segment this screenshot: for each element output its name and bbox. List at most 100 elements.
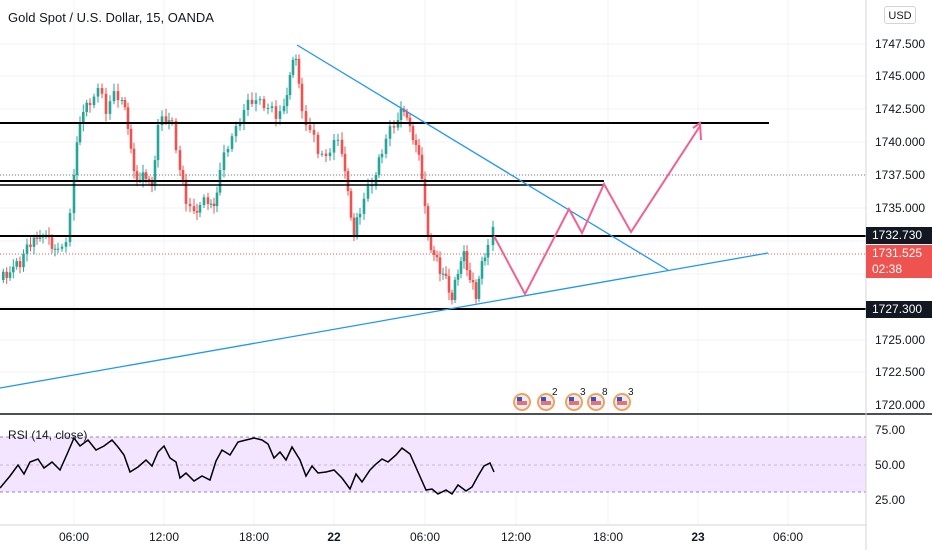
candle-body: [266, 108, 270, 109]
candle-body: [100, 88, 104, 94]
candle-body: [123, 100, 127, 108]
candle-body: [444, 273, 448, 277]
price-tag-upper-level: 1732.730: [866, 227, 932, 244]
candle-body: [32, 237, 36, 247]
flag-canton-icon: [569, 397, 574, 401]
candle-body: [206, 197, 210, 204]
price-label: 1745.000: [875, 69, 925, 83]
candle-body: [238, 122, 242, 127]
symbol-title[interactable]: Gold Spot / U.S. Dollar, 15, OANDA: [8, 10, 214, 25]
candle-body: [92, 96, 96, 106]
candle-body: [304, 111, 308, 126]
candle-body: [324, 153, 328, 157]
price-tag-current: 1731.525: [866, 245, 932, 262]
candle-body: [50, 237, 54, 249]
candle-body: [270, 106, 274, 108]
candle-body: [104, 93, 108, 114]
time-label: 06:00: [410, 530, 440, 544]
candle-body: [156, 125, 160, 161]
candle-body: [352, 217, 356, 235]
candle-body: [477, 278, 481, 299]
flag-canton-icon: [517, 397, 522, 401]
candle-body: [188, 203, 192, 207]
candle-body: [29, 244, 32, 247]
candle-body: [75, 142, 79, 175]
candle-body: [285, 95, 289, 107]
candle-body: [320, 153, 324, 155]
candle-body: [312, 130, 316, 135]
price-label: 1720.000: [875, 398, 925, 412]
candle-body: [340, 139, 344, 154]
candle-body: [423, 178, 427, 207]
candle-body: [230, 136, 234, 149]
ascending-trendline: [0, 252, 769, 389]
candle-body: [60, 246, 64, 249]
candle-body: [112, 91, 116, 102]
candle-body: [414, 140, 418, 145]
candle-body: [399, 108, 403, 120]
candle-body: [35, 237, 39, 239]
flag-stripes-icon: [541, 401, 551, 405]
price-label: 1735.000: [875, 201, 925, 215]
time-label: 18:00: [239, 530, 269, 544]
candle-body: [468, 270, 472, 280]
rsi-indicator-label[interactable]: RSI (14, close): [8, 428, 88, 442]
candle-body: [160, 116, 164, 125]
flag-stripes-icon: [591, 401, 601, 405]
candle-body: [456, 273, 460, 280]
candle-body: [465, 251, 469, 271]
candle-body: [25, 244, 29, 254]
candle-body: [108, 101, 112, 114]
candle-body: [474, 282, 478, 299]
candle-body: [447, 276, 451, 293]
economic-events: 2 3 8 3: [513, 387, 634, 411]
candle-body: [453, 279, 457, 300]
candle-body: [88, 102, 92, 106]
price-label: 1737.500: [875, 168, 925, 182]
event-count: 3: [628, 387, 634, 398]
candle-body: [300, 83, 304, 112]
candle-body: [222, 152, 226, 170]
candle-body: [126, 107, 130, 129]
candle-body: [64, 242, 68, 247]
candle-body: [82, 112, 85, 124]
candle-body: [116, 91, 120, 101]
candle-body: [96, 88, 100, 97]
candle-body: [462, 251, 466, 262]
time-label: 18:00: [593, 530, 623, 544]
candle-body: [308, 125, 312, 130]
flag-stripes-icon: [617, 401, 627, 405]
candle-body: [202, 197, 206, 205]
time-label: 12:00: [501, 530, 531, 544]
price-label: 1742.500: [875, 102, 925, 116]
rsi-line: [0, 436, 495, 496]
price-label: 1740.000: [875, 135, 925, 149]
flag-stripes-icon: [517, 401, 527, 405]
candle-body: [120, 100, 124, 101]
candle-body: [380, 153, 384, 158]
currency-badge[interactable]: USD: [884, 6, 916, 24]
time-label: 06:00: [59, 530, 89, 544]
candle-body: [78, 123, 82, 143]
flag-canton-icon: [541, 397, 546, 401]
candle-body: [417, 145, 421, 155]
candle-body: [85, 102, 88, 113]
candle-body: [2, 271, 5, 280]
candle-body: [246, 99, 250, 110]
event-count: 2: [552, 387, 558, 398]
candle-body: [471, 280, 475, 283]
rsi-axis-label: 75.00: [875, 423, 905, 437]
candle-body: [426, 206, 430, 237]
candle-body: [282, 106, 286, 112]
projection-arrow-head: [692, 121, 702, 141]
candle-body: [15, 261, 18, 267]
price-label: 1722.500: [875, 365, 925, 379]
candle-body: [288, 75, 292, 96]
candle-body: [22, 253, 25, 268]
candle-body: [432, 250, 436, 255]
candle-countdown: 02:38: [866, 261, 932, 278]
candle-body: [242, 110, 246, 123]
candle-body: [212, 203, 216, 207]
rsi-axis-label: 25.00: [875, 493, 905, 507]
